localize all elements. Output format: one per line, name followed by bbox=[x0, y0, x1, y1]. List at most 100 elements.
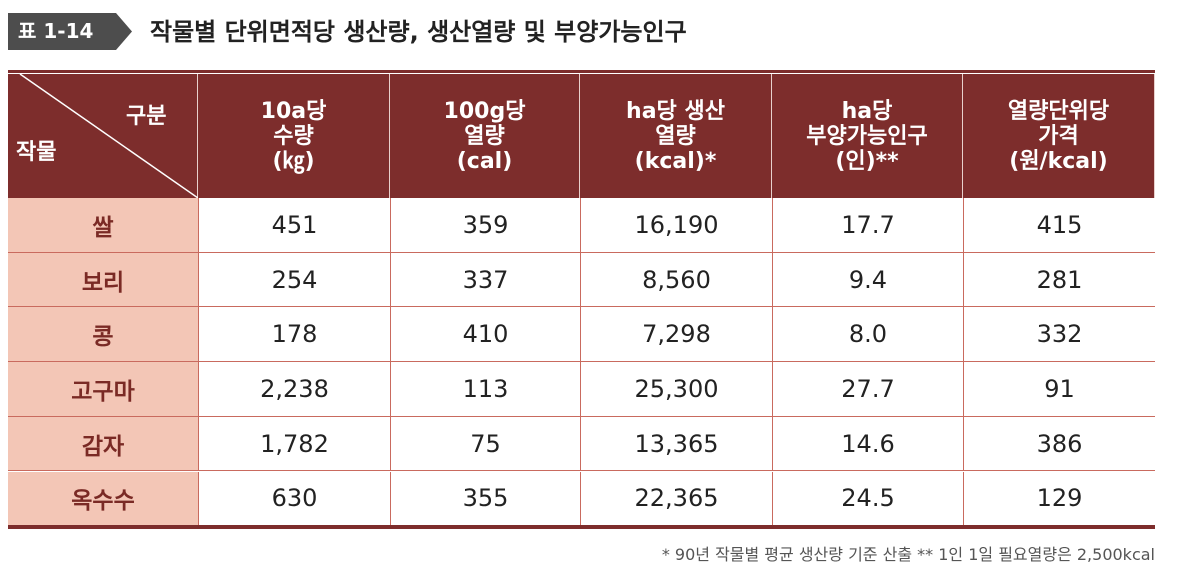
header-line: 열량단위당 bbox=[1007, 98, 1110, 124]
row-label: 콩 bbox=[8, 307, 198, 363]
value-text: 14.6 bbox=[841, 429, 895, 458]
header-line: (원/kcal) bbox=[1009, 148, 1108, 174]
row-label: 옥수수 bbox=[8, 471, 198, 527]
header-line: (인)** bbox=[835, 148, 899, 174]
cell-value: 9.4 bbox=[772, 252, 963, 308]
value-text: 281 bbox=[1036, 265, 1083, 294]
header-line: 100g당 bbox=[443, 98, 526, 124]
column-header: ha당 생산 열량 (kcal)* bbox=[580, 74, 772, 198]
cell-value: 75 bbox=[390, 416, 580, 472]
value-text: 8.0 bbox=[848, 320, 888, 349]
value-text: 1,782 bbox=[260, 429, 329, 458]
value-text: 254 bbox=[271, 265, 318, 294]
value-text: 7,298 bbox=[642, 320, 711, 349]
corner-diagonal bbox=[19, 74, 198, 198]
value-text: 355 bbox=[462, 484, 509, 513]
cell-value: 359 bbox=[390, 198, 580, 253]
column-header: 10a당 수량 (㎏) bbox=[198, 74, 390, 198]
value-text: 75 bbox=[470, 429, 501, 458]
header-line: 가격 bbox=[1038, 123, 1079, 149]
bottom-border bbox=[8, 525, 1155, 530]
cell-value: 22,365 bbox=[580, 471, 772, 527]
value-text: 451 bbox=[271, 210, 318, 239]
column-header: ha당 부양가능인구 (인)** bbox=[772, 74, 963, 198]
row-label: 감자 bbox=[8, 416, 198, 472]
cell-value: 410 bbox=[390, 307, 580, 363]
row-label: 보리 bbox=[8, 252, 198, 308]
value-text: 9.4 bbox=[848, 265, 888, 294]
cell-value: 24.5 bbox=[772, 471, 963, 527]
corner-cell: 구분 작물 bbox=[8, 74, 198, 198]
table-label: 표 1-14 bbox=[8, 13, 116, 50]
crop-name: 고구마 bbox=[71, 378, 135, 405]
cell-value: 13,365 bbox=[580, 416, 772, 472]
value-text: 337 bbox=[462, 265, 509, 294]
corner-bottom: 작물 bbox=[16, 140, 57, 165]
crop-name: 쌀 bbox=[92, 214, 114, 241]
header-line: 수량 bbox=[273, 123, 314, 149]
value-text: 24.5 bbox=[841, 484, 895, 513]
cell-value: 254 bbox=[198, 252, 390, 308]
cell-value: 25,300 bbox=[580, 362, 772, 417]
cell-value: 281 bbox=[963, 252, 1155, 308]
header-line: 열량 bbox=[655, 123, 696, 149]
value-text: 25,300 bbox=[634, 374, 719, 403]
cell-value: 337 bbox=[390, 252, 580, 308]
cell-value: 129 bbox=[963, 471, 1155, 527]
value-text: 415 bbox=[1036, 210, 1083, 239]
value-text: 2,238 bbox=[260, 374, 329, 403]
value-text: 630 bbox=[271, 484, 318, 513]
footnote: * 90년 작물별 평균 생산량 기준 산출 ** 1인 1일 필요열량은 2,… bbox=[661, 545, 1155, 564]
cell-value: 27.7 bbox=[772, 362, 963, 417]
value-text: 17.7 bbox=[841, 210, 895, 239]
value-text: 386 bbox=[1036, 429, 1083, 458]
value-text: 8,560 bbox=[642, 265, 711, 294]
value-text: 332 bbox=[1036, 320, 1083, 349]
cell-value: 7,298 bbox=[580, 307, 772, 363]
column-header: 100g당 열량 (cal) bbox=[390, 74, 580, 198]
header-line: ha당 bbox=[841, 98, 893, 124]
value-text: 22,365 bbox=[634, 484, 719, 513]
cell-value: 14.6 bbox=[772, 416, 963, 472]
top-border bbox=[8, 70, 1155, 73]
value-text: 410 bbox=[462, 320, 509, 349]
header-line: (㎏) bbox=[272, 148, 315, 174]
cell-value: 17.7 bbox=[772, 198, 963, 253]
title: 작물별 단위면적당 생산량, 생산열량 및 부양가능인구 bbox=[150, 18, 687, 46]
crop-name: 옥수수 bbox=[71, 488, 135, 515]
value-text: 113 bbox=[462, 374, 509, 403]
crop-name: 보리 bbox=[81, 269, 125, 296]
cell-value: 386 bbox=[963, 416, 1155, 472]
header-line: 부양가능인구 bbox=[806, 123, 928, 149]
value-text: 16,190 bbox=[634, 210, 719, 239]
cell-value: 630 bbox=[198, 471, 390, 527]
cell-value: 113 bbox=[390, 362, 580, 417]
cell-value: 332 bbox=[963, 307, 1155, 363]
cell-value: 8.0 bbox=[772, 307, 963, 363]
cell-value: 8,560 bbox=[580, 252, 772, 308]
column-header: 열량단위당 가격 (원/kcal) bbox=[963, 74, 1155, 198]
cell-value: 178 bbox=[198, 307, 390, 363]
header-line: 10a당 bbox=[260, 98, 327, 124]
value-text: 178 bbox=[271, 320, 318, 349]
cell-value: 1,782 bbox=[198, 416, 390, 472]
cell-value: 2,238 bbox=[198, 362, 390, 417]
value-text: 27.7 bbox=[841, 374, 895, 403]
cell-value: 355 bbox=[390, 471, 580, 527]
value-text: 359 bbox=[462, 210, 509, 239]
header-line: ha당 생산 bbox=[626, 98, 725, 124]
value-text: 13,365 bbox=[634, 429, 719, 458]
tag-arrow bbox=[116, 13, 132, 50]
value-text: 129 bbox=[1036, 484, 1083, 513]
header-line: (kcal)* bbox=[634, 148, 717, 174]
cell-value: 415 bbox=[963, 198, 1155, 253]
header-line: 열량 bbox=[464, 123, 505, 149]
value-text: 91 bbox=[1044, 374, 1075, 403]
row-label: 고구마 bbox=[8, 362, 198, 417]
crop-name: 감자 bbox=[81, 433, 125, 460]
header-line: (cal) bbox=[456, 148, 513, 174]
cell-value: 451 bbox=[198, 198, 390, 253]
crop-name: 콩 bbox=[92, 324, 114, 351]
